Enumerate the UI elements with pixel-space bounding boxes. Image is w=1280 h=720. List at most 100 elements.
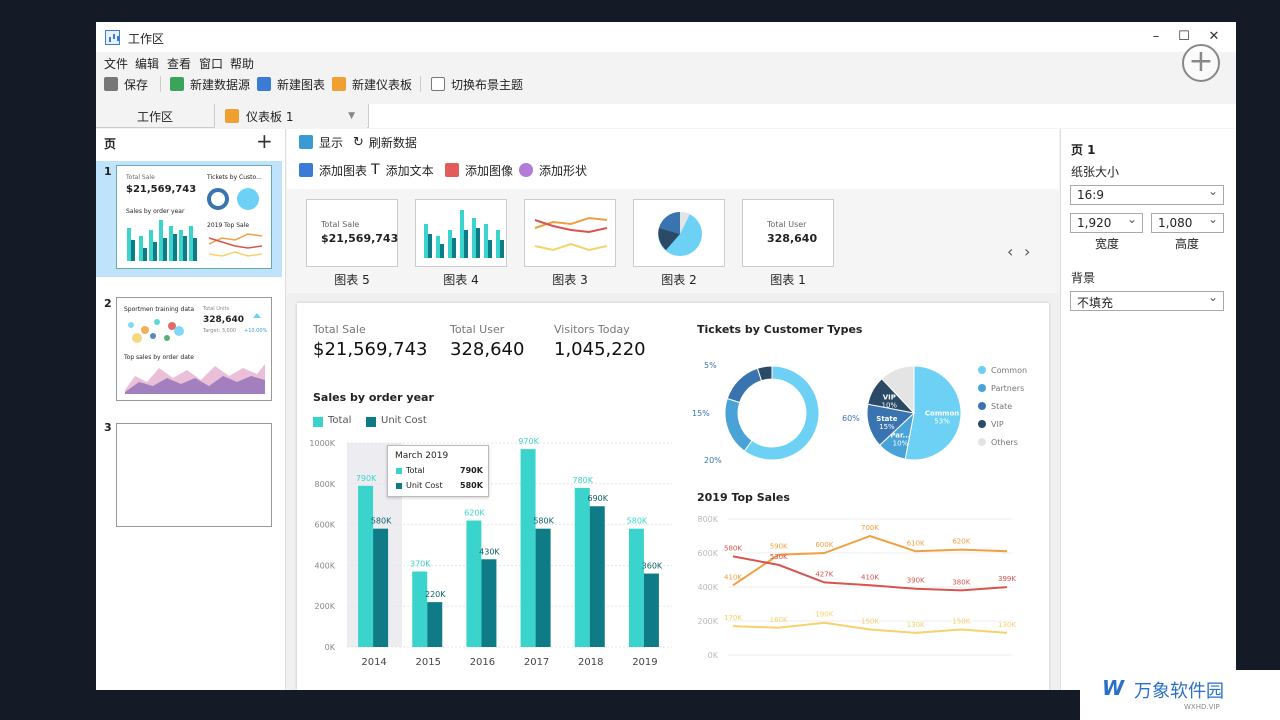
chart-card-1[interactable]: Total User 328,640 <box>742 199 834 267</box>
pie-slice <box>881 365 915 415</box>
minimize-button[interactable]: – <box>1152 29 1160 44</box>
add-shape-button[interactable]: 添加形状 <box>519 161 587 179</box>
pie-legend-label: Others <box>991 438 1018 447</box>
donut-label: 5% <box>704 361 717 370</box>
menu-edit[interactable]: 编辑 <box>135 57 160 71</box>
bar-data-label: 620K <box>464 509 485 518</box>
watermark-sub: WXHD.VIP <box>1184 703 1220 711</box>
text-icon: T <box>371 162 380 178</box>
new-datasource-button[interactable]: 新建数据源 <box>170 75 250 93</box>
y-tick-label: 600K <box>314 521 335 530</box>
close-button[interactable]: ✕ <box>1208 29 1220 44</box>
bar-data-label: 220K <box>425 590 446 599</box>
pie-legend-label: Partners <box>991 384 1024 393</box>
y-tick-label: 800K <box>697 515 718 524</box>
menu-help[interactable]: 帮助 <box>230 57 255 71</box>
y-tick-label: 600K <box>697 549 718 558</box>
tab-dropdown-icon[interactable]: ▼ <box>348 111 355 121</box>
background-label: 背景 <box>1071 271 1096 285</box>
pie-label: State <box>876 415 897 423</box>
save-button[interactable]: 保存 <box>104 75 148 93</box>
kpi-value: $21,569,743 <box>313 339 428 360</box>
thumb-kpi-label: Total Sale <box>126 174 155 181</box>
database-icon <box>170 77 184 91</box>
chart-card-4[interactable] <box>415 199 507 267</box>
bar-data-label: 360K <box>642 562 663 571</box>
tab-dashboard[interactable]: 仪表板 1 ▼ <box>215 104 367 128</box>
gallery-next-button[interactable]: › <box>1024 242 1031 261</box>
line-data-label: 610K <box>907 539 925 547</box>
bar-total <box>574 487 590 647</box>
line-data-label: 590K <box>770 543 788 551</box>
switch-theme-button[interactable]: 切换布景主题 <box>431 75 523 93</box>
chart-tooltip: March 2019 Total 790K Unit Cost 580K <box>387 445 489 497</box>
bar-data-label: 970K <box>518 437 539 446</box>
line-data-label: 150K <box>861 618 879 626</box>
add-chart-button[interactable]: 添加图表 <box>299 161 367 179</box>
thumb-graphics <box>127 188 263 261</box>
y-tick-label: 200K <box>314 602 335 611</box>
refresh-icon: ↻ <box>353 134 364 150</box>
line-data-label: 700K <box>861 524 879 532</box>
add-text-button[interactable]: T 添加文本 <box>371 162 434 178</box>
pie-pct: 53% <box>934 418 950 426</box>
tooltip-swatch <box>396 483 402 489</box>
card-label: 图表 5 <box>334 273 370 287</box>
pie-pct: 10% <box>882 401 898 409</box>
donut-slice <box>726 367 763 404</box>
page-thumbnail-2[interactable]: Sportmen training data Total Units 328,6… <box>116 297 272 401</box>
y-tick-label: 800K <box>314 480 335 489</box>
background-select[interactable]: 不填充 <box>1070 290 1224 311</box>
tooltip-row-name: Total <box>406 466 425 475</box>
theme-icon <box>431 77 445 91</box>
card-pie-preview <box>658 211 702 256</box>
page-thumbnail-3[interactable] <box>116 423 272 527</box>
card-label: 图表 4 <box>443 273 479 287</box>
paper-size-select[interactable]: 16:9 <box>1070 184 1224 205</box>
new-chart-button[interactable]: 新建图表 <box>257 75 325 93</box>
page-thumbnail-1[interactable]: Total Sale $21,569,743 Tickets by Custo.… <box>116 165 272 269</box>
gallery-prev-button[interactable]: ‹ <box>1007 242 1014 261</box>
thumb-delta: +10.00% <box>244 328 268 334</box>
width-input[interactable]: 1,920 <box>1070 212 1143 233</box>
menu-window[interactable]: 窗口 <box>199 57 224 71</box>
menu-view[interactable]: 查看 <box>167 57 192 71</box>
kpi-value: 1,045,220 <box>554 339 646 360</box>
bar-total <box>466 520 482 647</box>
new-dashboard-button[interactable]: 新建仪表板 <box>332 75 412 93</box>
y-tick-label: 1000K <box>309 439 335 448</box>
height-input[interactable]: 1,080 <box>1151 212 1224 233</box>
y-tick-label: 0K <box>708 651 719 660</box>
kpi-value: 328,640 <box>450 339 525 360</box>
dashboard-icon <box>225 109 239 123</box>
pie-legend-label: VIP <box>991 420 1004 429</box>
line-data-label: 530K <box>770 553 788 561</box>
add-page-button[interactable]: + <box>256 129 273 153</box>
menu-file[interactable]: 文件 <box>104 57 129 71</box>
pie-legend-label: State <box>991 402 1012 411</box>
chart-card-2[interactable] <box>633 199 725 267</box>
chart-card-3[interactable] <box>524 199 616 267</box>
toolbar-divider <box>160 76 161 92</box>
x-tick-label: 2016 <box>470 657 495 668</box>
thumb-graphics <box>125 313 265 394</box>
chart-card-5[interactable]: Total Sale $21,569,743 <box>306 199 398 267</box>
donut-label: 20% <box>704 456 722 465</box>
pages-title: 页 <box>104 137 117 151</box>
refresh-button[interactable]: ↻ 刷新数据 <box>353 134 417 150</box>
dashboard-editor: 显示 ↻ 刷新数据 添加图表 T 添加文本 添加图像 添加形状 Total Sale… <box>287 129 1059 690</box>
add-image-button[interactable]: 添加图像 <box>445 161 513 179</box>
tab-workspace[interactable]: 工作区 <box>96 104 215 128</box>
zoom-plus-icon[interactable]: + <box>1182 44 1220 82</box>
dashboard-canvas[interactable]: Total Sale $21,569,743 Total User 328,64… <box>297 303 1049 690</box>
maximize-button[interactable]: ☐ <box>1178 29 1190 44</box>
line-data-label: 620K <box>952 538 970 546</box>
line-chart: 800K 600K 400K 200K 0K 410K 590K 600K 700K 610K 62… <box>697 515 1016 660</box>
line-data-label: 170K <box>724 614 742 622</box>
bar-total <box>358 485 374 647</box>
toolbar-divider <box>420 76 421 92</box>
series-line <box>732 555 1008 592</box>
kpi-label: Total Sale <box>313 323 366 336</box>
display-button[interactable]: 显示 <box>299 133 343 151</box>
y-tick-label: 0K <box>325 643 336 652</box>
